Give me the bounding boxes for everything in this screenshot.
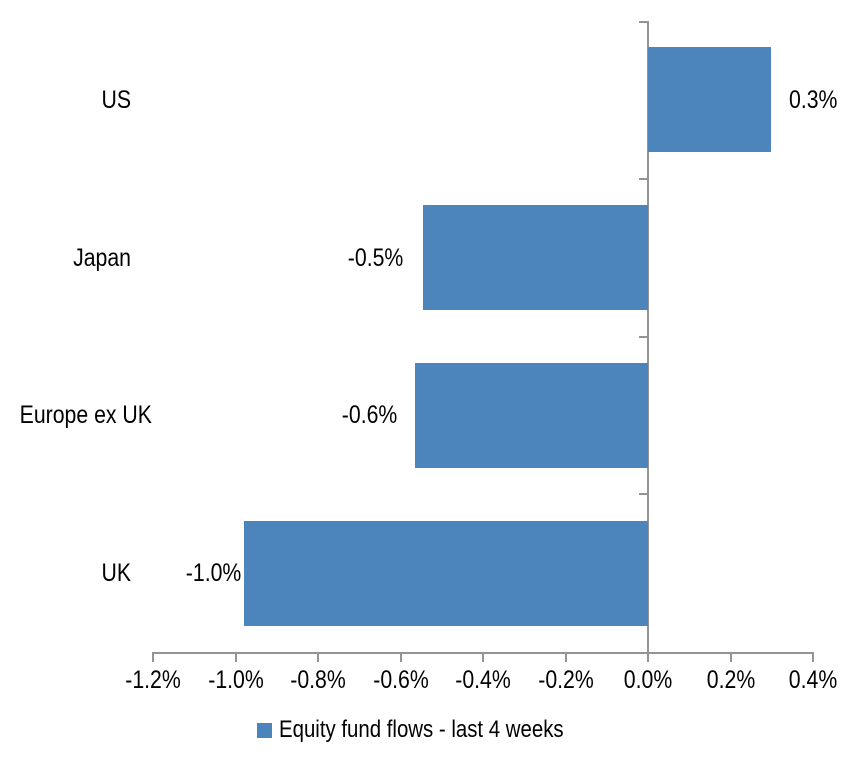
category-label-uk: UK (101, 559, 131, 588)
bar-japan (423, 205, 648, 311)
data-label-europe-ex-uk: -0.6% (341, 401, 397, 430)
x-tick-label: -0.4% (455, 666, 511, 694)
y-axis-tick (639, 177, 647, 180)
bar-europe-ex-uk (414, 362, 648, 468)
category-label-japan: Japan (73, 243, 131, 272)
x-axis-tick (317, 652, 319, 662)
data-label-japan: -0.5% (347, 243, 404, 272)
y-axis-tick (639, 493, 647, 496)
legend: Equity fund flows - last 4 weeks (0, 716, 852, 744)
x-tick-label: -0.6% (372, 666, 429, 694)
bar-uk (243, 520, 648, 626)
x-tick-label: 0.0% (623, 666, 673, 694)
category-label-us: US (101, 85, 131, 114)
y-axis-tick (639, 21, 647, 23)
x-axis-tick (482, 652, 484, 662)
x-tick-label: -1.2% (125, 666, 181, 694)
data-label-us: 0.3% (788, 85, 838, 114)
x-tick-label: -0.8% (290, 666, 346, 694)
y-axis-zero-line (647, 21, 649, 660)
x-axis-tick (564, 652, 567, 662)
x-axis-tick (152, 652, 154, 662)
bar-us (648, 47, 771, 153)
data-label-uk: -1.0% (186, 559, 242, 588)
y-axis-tick (639, 335, 647, 338)
x-axis-tick (234, 652, 237, 662)
x-axis-tick (729, 652, 732, 662)
legend-marker-square (256, 722, 272, 738)
x-tick-label: 0.4% (788, 666, 838, 694)
x-tick-label: -1.0% (207, 666, 264, 694)
x-tick-label: 0.2% (706, 666, 755, 694)
x-axis-tick (812, 652, 814, 662)
x-axis-tick (399, 652, 402, 662)
legend-label: Equity fund flows - last 4 weeks (278, 716, 564, 743)
category-label-europe-ex-uk: Europe ex UK (19, 401, 152, 430)
x-tick-label: -0.2% (537, 666, 594, 694)
x-axis-tick (647, 652, 649, 662)
